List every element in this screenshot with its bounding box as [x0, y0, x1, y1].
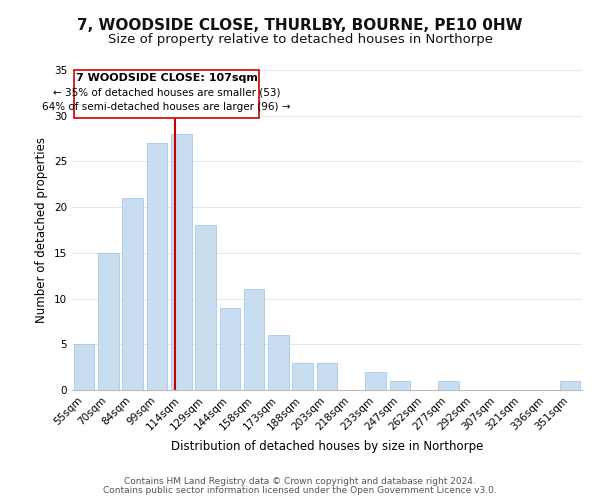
Bar — [389, 381, 410, 390]
Bar — [438, 381, 459, 390]
Text: Contains HM Land Registry data © Crown copyright and database right 2024.: Contains HM Land Registry data © Crown c… — [124, 477, 476, 486]
FancyBboxPatch shape — [74, 70, 259, 117]
Text: Size of property relative to detached houses in Northorpe: Size of property relative to detached ho… — [107, 32, 493, 46]
Bar — [560, 381, 580, 390]
Text: 7, WOODSIDE CLOSE, THURLBY, BOURNE, PE10 0HW: 7, WOODSIDE CLOSE, THURLBY, BOURNE, PE10… — [77, 18, 523, 32]
Text: Contains public sector information licensed under the Open Government Licence v3: Contains public sector information licen… — [103, 486, 497, 495]
Bar — [74, 344, 94, 390]
Bar — [195, 226, 216, 390]
Bar — [171, 134, 191, 390]
Bar — [220, 308, 240, 390]
X-axis label: Distribution of detached houses by size in Northorpe: Distribution of detached houses by size … — [171, 440, 483, 453]
Text: 64% of semi-detached houses are larger (96) →: 64% of semi-detached houses are larger (… — [42, 102, 291, 112]
Text: ← 35% of detached houses are smaller (53): ← 35% of detached houses are smaller (53… — [53, 88, 280, 98]
Text: 7 WOODSIDE CLOSE: 107sqm: 7 WOODSIDE CLOSE: 107sqm — [76, 72, 257, 83]
Bar — [146, 143, 167, 390]
Bar — [292, 362, 313, 390]
Bar — [365, 372, 386, 390]
Bar — [98, 253, 119, 390]
Bar — [317, 362, 337, 390]
Bar — [122, 198, 143, 390]
Bar — [244, 290, 265, 390]
Y-axis label: Number of detached properties: Number of detached properties — [35, 137, 49, 323]
Bar — [268, 335, 289, 390]
